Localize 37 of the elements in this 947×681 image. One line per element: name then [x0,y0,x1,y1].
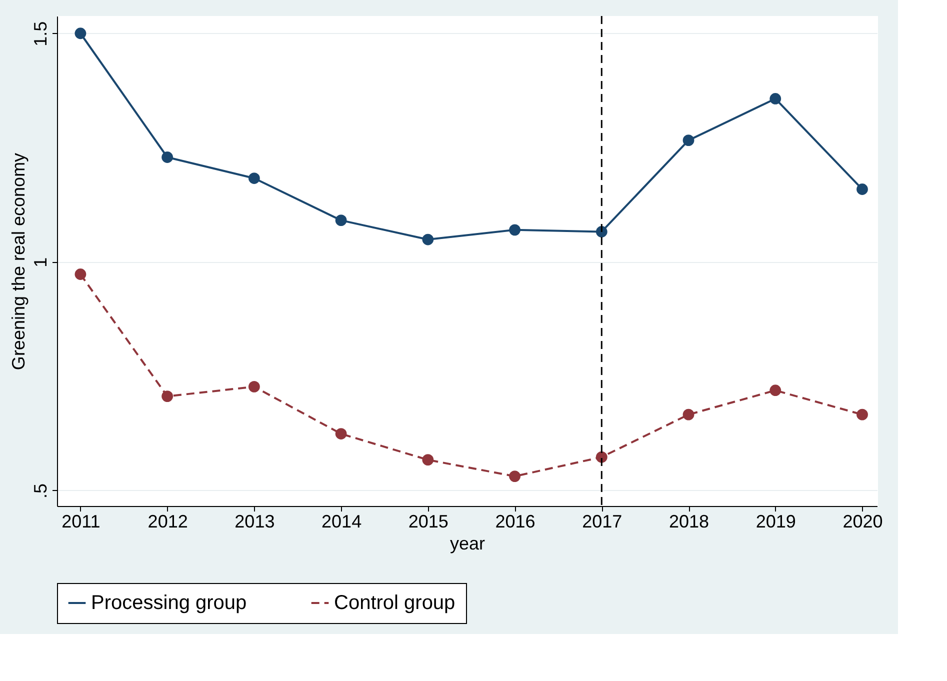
legend-label: Control group [334,592,456,614]
point [596,451,608,463]
point [422,454,434,466]
point [422,234,434,246]
point [248,381,260,392]
point [162,390,174,402]
point [770,384,782,396]
point [682,134,694,146]
point [682,408,694,420]
point [509,224,520,236]
x-tick-label: 2018 [668,512,710,532]
y-tick-label: .5 [30,483,50,498]
x-tick-label: 2011 [62,512,100,532]
x-tick-label: 2017 [582,512,622,532]
point [856,184,868,195]
x-axis-title: year [450,534,486,554]
x-tick-label: 2015 [408,512,448,532]
point [74,28,86,40]
point [162,152,174,163]
legend-label: Processing group [91,592,247,614]
x-tick-label: 2014 [322,512,362,532]
point [74,268,86,280]
point [856,408,868,420]
point [596,226,608,238]
point [335,428,347,440]
x-tick-label: 2019 [756,512,796,532]
y-axis-title: Greening the real economy [8,152,28,370]
x-tick-label: 2013 [234,512,275,532]
point [248,172,260,184]
y-tick-label: 1 [30,257,50,268]
x-tick-label: 2016 [495,512,536,532]
point [509,470,520,482]
x-tick-label: 2020 [842,512,883,532]
point [335,214,347,226]
point [770,93,782,104]
x-tick-label: 2012 [148,512,188,532]
y-tick-label: 1.5 [30,21,50,46]
